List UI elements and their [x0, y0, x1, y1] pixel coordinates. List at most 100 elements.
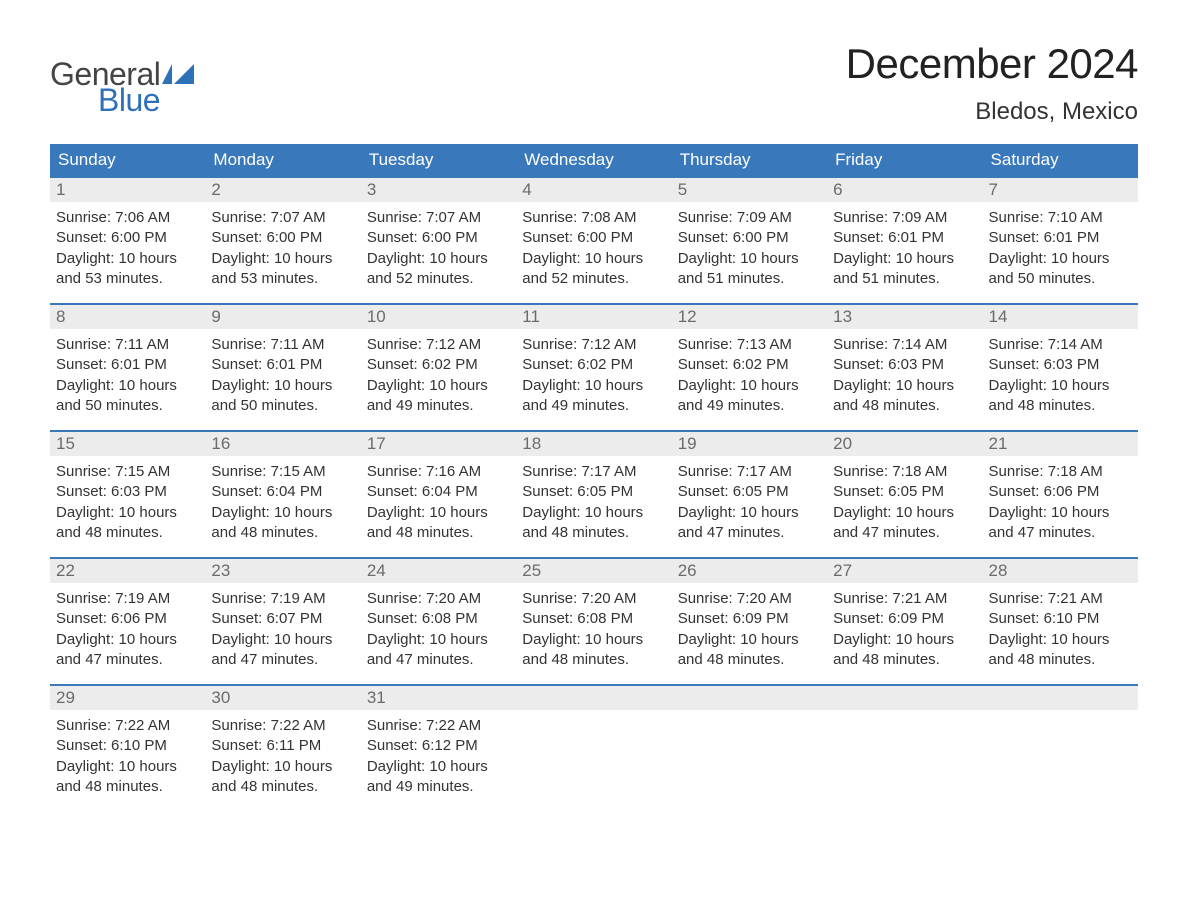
sunrise-line: Sunrise: 7:20 AM	[678, 589, 821, 609]
day-number	[983, 686, 1138, 710]
day-details: Sunrise: 7:07 AMSunset: 6:00 PMDaylight:…	[361, 202, 516, 289]
sunrise-line: Sunrise: 7:10 AM	[989, 208, 1132, 228]
day-details: Sunrise: 7:12 AMSunset: 6:02 PMDaylight:…	[516, 329, 671, 416]
day-number: 25	[516, 559, 671, 583]
daylight-line-1: Daylight: 10 hours	[56, 630, 199, 650]
title-block: December 2024 Bledos, Mexico	[846, 40, 1138, 126]
sunrise-line: Sunrise: 7:21 AM	[833, 589, 976, 609]
day-number: 15	[50, 432, 205, 456]
sunset-line: Sunset: 6:05 PM	[522, 482, 665, 502]
day-number: 30	[205, 686, 360, 710]
sunrise-line: Sunrise: 7:18 AM	[989, 462, 1132, 482]
daylight-line-2: and 50 minutes.	[989, 269, 1132, 289]
daylight-line-2: and 48 minutes.	[367, 523, 510, 543]
sunset-line: Sunset: 6:05 PM	[678, 482, 821, 502]
daylight-line-1: Daylight: 10 hours	[211, 630, 354, 650]
sunrise-line: Sunrise: 7:21 AM	[989, 589, 1132, 609]
daylight-line-1: Daylight: 10 hours	[367, 376, 510, 396]
brand-logo: General Blue	[50, 58, 194, 116]
day-number: 3	[361, 178, 516, 202]
day-number: 1	[50, 178, 205, 202]
sunrise-line: Sunrise: 7:20 AM	[522, 589, 665, 609]
calendar-day	[827, 686, 982, 811]
daylight-line-1: Daylight: 10 hours	[211, 376, 354, 396]
sunset-line: Sunset: 6:02 PM	[678, 355, 821, 375]
day-number: 5	[672, 178, 827, 202]
calendar-day: 23Sunrise: 7:19 AMSunset: 6:07 PMDayligh…	[205, 559, 360, 684]
sunset-line: Sunset: 6:00 PM	[56, 228, 199, 248]
day-number: 9	[205, 305, 360, 329]
day-number: 10	[361, 305, 516, 329]
daylight-line-2: and 49 minutes.	[367, 777, 510, 797]
sunrise-line: Sunrise: 7:11 AM	[211, 335, 354, 355]
day-details: Sunrise: 7:10 AMSunset: 6:01 PMDaylight:…	[983, 202, 1138, 289]
sunset-line: Sunset: 6:08 PM	[367, 609, 510, 629]
day-number: 13	[827, 305, 982, 329]
daylight-line-2: and 48 minutes.	[678, 650, 821, 670]
calendar-day: 4Sunrise: 7:08 AMSunset: 6:00 PMDaylight…	[516, 178, 671, 303]
daylight-line-1: Daylight: 10 hours	[211, 757, 354, 777]
day-number: 31	[361, 686, 516, 710]
daylight-line-1: Daylight: 10 hours	[56, 249, 199, 269]
calendar-day	[983, 686, 1138, 811]
sunrise-line: Sunrise: 7:08 AM	[522, 208, 665, 228]
sunset-line: Sunset: 6:04 PM	[367, 482, 510, 502]
sunrise-line: Sunrise: 7:15 AM	[211, 462, 354, 482]
day-number: 6	[827, 178, 982, 202]
sunrise-line: Sunrise: 7:17 AM	[522, 462, 665, 482]
calendar-week: 15Sunrise: 7:15 AMSunset: 6:03 PMDayligh…	[50, 430, 1138, 557]
sunrise-line: Sunrise: 7:16 AM	[367, 462, 510, 482]
day-number: 19	[672, 432, 827, 456]
calendar-grid: Sunday Monday Tuesday Wednesday Thursday…	[50, 144, 1138, 811]
calendar-day	[672, 686, 827, 811]
calendar-day: 28Sunrise: 7:21 AMSunset: 6:10 PMDayligh…	[983, 559, 1138, 684]
calendar-week: 22Sunrise: 7:19 AMSunset: 6:06 PMDayligh…	[50, 557, 1138, 684]
sunset-line: Sunset: 6:10 PM	[56, 736, 199, 756]
sunrise-line: Sunrise: 7:09 AM	[678, 208, 821, 228]
day-details: Sunrise: 7:07 AMSunset: 6:00 PMDaylight:…	[205, 202, 360, 289]
calendar-day: 15Sunrise: 7:15 AMSunset: 6:03 PMDayligh…	[50, 432, 205, 557]
day-details: Sunrise: 7:18 AMSunset: 6:06 PMDaylight:…	[983, 456, 1138, 543]
sunset-line: Sunset: 6:00 PM	[211, 228, 354, 248]
day-number: 26	[672, 559, 827, 583]
weeks-container: 1Sunrise: 7:06 AMSunset: 6:00 PMDaylight…	[50, 176, 1138, 811]
day-number: 18	[516, 432, 671, 456]
sunrise-line: Sunrise: 7:15 AM	[56, 462, 199, 482]
day-details: Sunrise: 7:06 AMSunset: 6:00 PMDaylight:…	[50, 202, 205, 289]
daylight-line-1: Daylight: 10 hours	[367, 249, 510, 269]
daylight-line-2: and 48 minutes.	[989, 650, 1132, 670]
dow-thursday: Thursday	[672, 144, 827, 176]
sunset-line: Sunset: 6:02 PM	[522, 355, 665, 375]
daylight-line-1: Daylight: 10 hours	[367, 757, 510, 777]
sunrise-line: Sunrise: 7:12 AM	[367, 335, 510, 355]
daylight-line-2: and 48 minutes.	[522, 650, 665, 670]
day-of-week-header: Sunday Monday Tuesday Wednesday Thursday…	[50, 144, 1138, 176]
day-details: Sunrise: 7:18 AMSunset: 6:05 PMDaylight:…	[827, 456, 982, 543]
calendar-day: 6Sunrise: 7:09 AMSunset: 6:01 PMDaylight…	[827, 178, 982, 303]
day-number: 29	[50, 686, 205, 710]
day-details: Sunrise: 7:11 AMSunset: 6:01 PMDaylight:…	[50, 329, 205, 416]
sunrise-line: Sunrise: 7:18 AM	[833, 462, 976, 482]
calendar-day: 18Sunrise: 7:17 AMSunset: 6:05 PMDayligh…	[516, 432, 671, 557]
day-number: 8	[50, 305, 205, 329]
sunset-line: Sunset: 6:09 PM	[833, 609, 976, 629]
day-details: Sunrise: 7:15 AMSunset: 6:04 PMDaylight:…	[205, 456, 360, 543]
dow-wednesday: Wednesday	[516, 144, 671, 176]
daylight-line-2: and 52 minutes.	[522, 269, 665, 289]
calendar-day: 26Sunrise: 7:20 AMSunset: 6:09 PMDayligh…	[672, 559, 827, 684]
day-details: Sunrise: 7:22 AMSunset: 6:12 PMDaylight:…	[361, 710, 516, 797]
daylight-line-1: Daylight: 10 hours	[211, 503, 354, 523]
day-number: 11	[516, 305, 671, 329]
day-details: Sunrise: 7:20 AMSunset: 6:09 PMDaylight:…	[672, 583, 827, 670]
calendar-day: 14Sunrise: 7:14 AMSunset: 6:03 PMDayligh…	[983, 305, 1138, 430]
sunset-line: Sunset: 6:06 PM	[56, 609, 199, 629]
calendar-day: 20Sunrise: 7:18 AMSunset: 6:05 PMDayligh…	[827, 432, 982, 557]
sunrise-line: Sunrise: 7:14 AM	[833, 335, 976, 355]
sunset-line: Sunset: 6:09 PM	[678, 609, 821, 629]
day-number: 7	[983, 178, 1138, 202]
sunrise-line: Sunrise: 7:22 AM	[211, 716, 354, 736]
daylight-line-2: and 48 minutes.	[522, 523, 665, 543]
day-number: 21	[983, 432, 1138, 456]
calendar-day: 16Sunrise: 7:15 AMSunset: 6:04 PMDayligh…	[205, 432, 360, 557]
sunset-line: Sunset: 6:04 PM	[211, 482, 354, 502]
